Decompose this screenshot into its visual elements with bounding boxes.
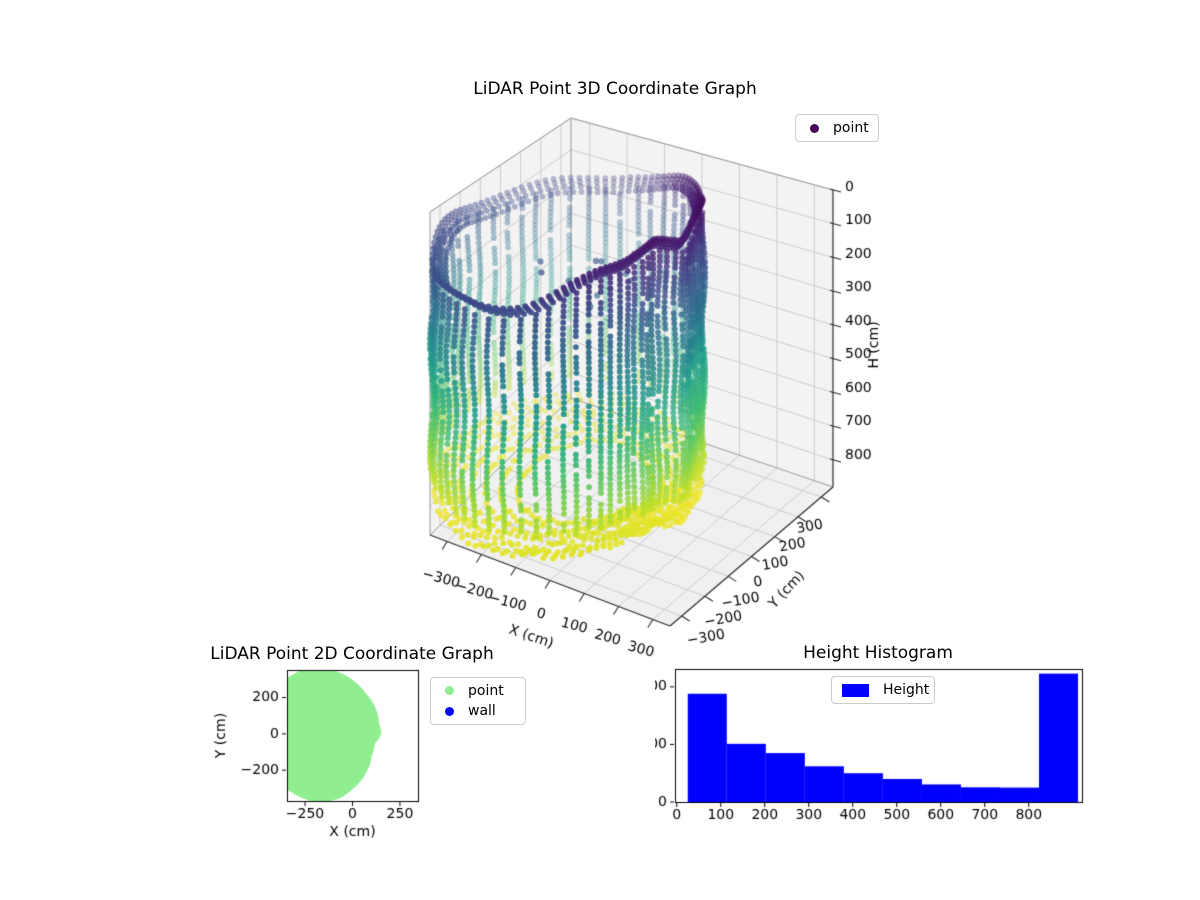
legend-row-height: Height — [842, 681, 929, 699]
height-marker-icon — [842, 683, 869, 697]
point-legend-label: point — [468, 682, 504, 699]
wall-marker-icon — [445, 706, 454, 716]
plot2d-legend: point wall — [430, 677, 526, 725]
point-legend-label: point — [833, 120, 869, 136]
histogram-legend: Height — [831, 676, 935, 704]
point-marker-icon — [810, 123, 819, 133]
height-legend-label: Height — [883, 682, 930, 698]
histogram-title: Height Histogram — [803, 643, 953, 663]
plot3d-legend: point — [795, 114, 879, 142]
plot3d-canvas — [370, 85, 915, 680]
plot3d-title: LiDAR Point 3D Coordinate Graph — [473, 79, 757, 99]
legend-row-wall2d: wall — [441, 703, 515, 721]
wall-legend-label: wall — [468, 703, 496, 720]
point-marker-icon — [445, 686, 454, 696]
legend-row-point2d: point — [441, 682, 515, 700]
legend-row-point3d: point — [806, 119, 869, 137]
plot2d-canvas — [195, 660, 440, 845]
plot2d-title: LiDAR Point 2D Coordinate Graph — [210, 644, 494, 664]
